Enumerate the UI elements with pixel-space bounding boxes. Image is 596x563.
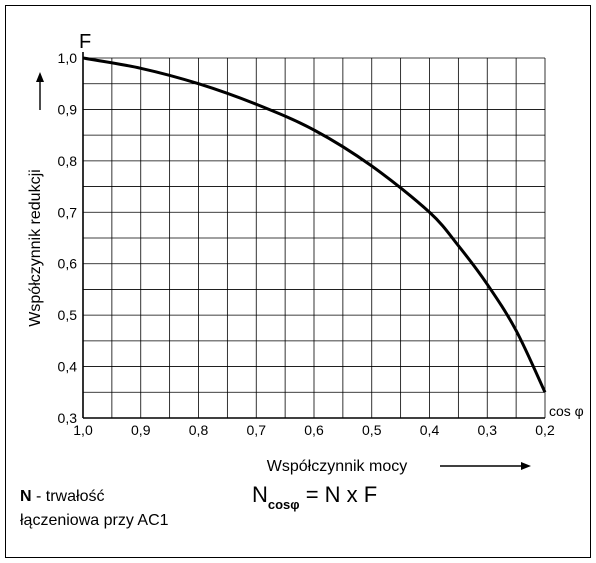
legend-n-symbol: N xyxy=(20,488,32,505)
x-tick-label: 0,6 xyxy=(304,422,324,438)
x-tick-label: 0,2 xyxy=(535,422,555,438)
x-tick-label: 0,7 xyxy=(247,422,267,438)
y-tick-label: 0,6 xyxy=(58,256,78,272)
x-tick-label: 0,3 xyxy=(478,422,498,438)
y-tick-label: 0,4 xyxy=(58,359,78,375)
x-tick-label: 0,9 xyxy=(131,422,151,438)
x-tick-label: 0,4 xyxy=(420,422,440,438)
formula: Ncosφ = N x F xyxy=(252,482,378,512)
formula-n: N xyxy=(252,482,268,507)
formula-rhs: = N x F xyxy=(305,482,378,507)
x-tick-label: 0,5 xyxy=(362,422,382,438)
legend-n-text-line1: - trwałość xyxy=(31,488,105,505)
y-axis-label: Współczynnik redukcji xyxy=(27,169,44,326)
x-tick-label: 1,0 xyxy=(73,422,93,438)
figure-frame xyxy=(5,5,591,558)
y-tick-label: 1,0 xyxy=(58,50,78,66)
y-tick-label: 0,7 xyxy=(58,204,78,220)
x-axis-label: Współczynnik mocy xyxy=(267,458,407,475)
legend-note: N - trwałość łączeniowa przy AC1 xyxy=(20,485,169,533)
y-tick-label: 0,3 xyxy=(58,410,78,426)
chart-grid xyxy=(82,52,546,419)
formula-subscript: cosφ xyxy=(267,497,300,512)
x-tick-label: 0,8 xyxy=(189,422,209,438)
y-axis-arrow-head xyxy=(36,72,44,82)
y-tick-label: 0,9 xyxy=(58,101,78,117)
y-axis-symbol: F xyxy=(79,31,91,53)
legend-n-text-line2: łączeniowa przy AC1 xyxy=(20,512,169,529)
x-axis-symbol: cos φ xyxy=(549,403,584,419)
y-tick-label: 0,8 xyxy=(58,153,78,169)
x-axis-arrow-head xyxy=(521,462,531,470)
reduction-curve xyxy=(82,56,547,393)
y-tick-label: 0,5 xyxy=(58,307,78,323)
